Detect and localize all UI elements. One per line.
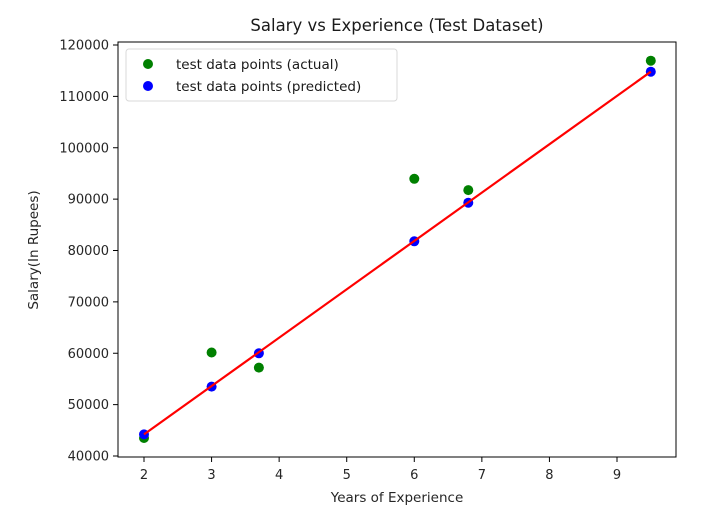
data-point	[253, 362, 264, 373]
y-axis-ticks: 40000 50000 60000 70000 80000 90000 100000 1100…	[59, 39, 118, 465]
data-point	[206, 347, 217, 358]
y-tick-label: 70000	[68, 295, 109, 310]
legend-box	[125, 48, 398, 102]
x-axis-label: Years of Experience	[330, 490, 464, 506]
x-tick-label: 5	[343, 468, 351, 483]
legend-marker-predicted-icon	[143, 81, 153, 91]
y-tick-label: 40000	[68, 450, 109, 465]
legend-label-predicted: test data points (predicted)	[176, 79, 361, 95]
data-point	[463, 185, 474, 196]
y-tick-label: 90000	[68, 193, 109, 208]
x-tick-label: 2	[140, 468, 148, 483]
x-tick-label: 6	[410, 468, 418, 483]
legend: test data points (actual) test data poin…	[125, 48, 398, 102]
legend-label-actual: test data points (actual)	[176, 57, 339, 73]
x-axis-ticks: 2 3 4 5 6 7 8 9	[140, 457, 621, 483]
y-tick-label: 100000	[59, 141, 109, 156]
x-tick-label: 4	[275, 468, 283, 483]
axes-frame	[117, 41, 677, 458]
x-tick-label: 9	[613, 468, 621, 483]
data-point	[645, 55, 656, 66]
data-point	[409, 173, 420, 184]
y-tick-label: 120000	[59, 39, 109, 54]
x-tick-label: 3	[207, 468, 215, 483]
y-tick-label: 60000	[68, 347, 109, 362]
legend-marker-actual-icon	[143, 59, 153, 69]
y-tick-label: 80000	[68, 244, 109, 259]
y-tick-label: 50000	[68, 398, 109, 413]
plot-area	[139, 55, 656, 443]
x-tick-label: 7	[478, 468, 486, 483]
regression-line	[143, 70, 652, 436]
chart-title: Salary vs Experience (Test Dataset)	[250, 16, 543, 35]
y-tick-label: 110000	[59, 90, 109, 105]
y-axis-label: Salary(In Rupees)	[26, 190, 42, 309]
x-tick-label: 8	[545, 468, 553, 483]
